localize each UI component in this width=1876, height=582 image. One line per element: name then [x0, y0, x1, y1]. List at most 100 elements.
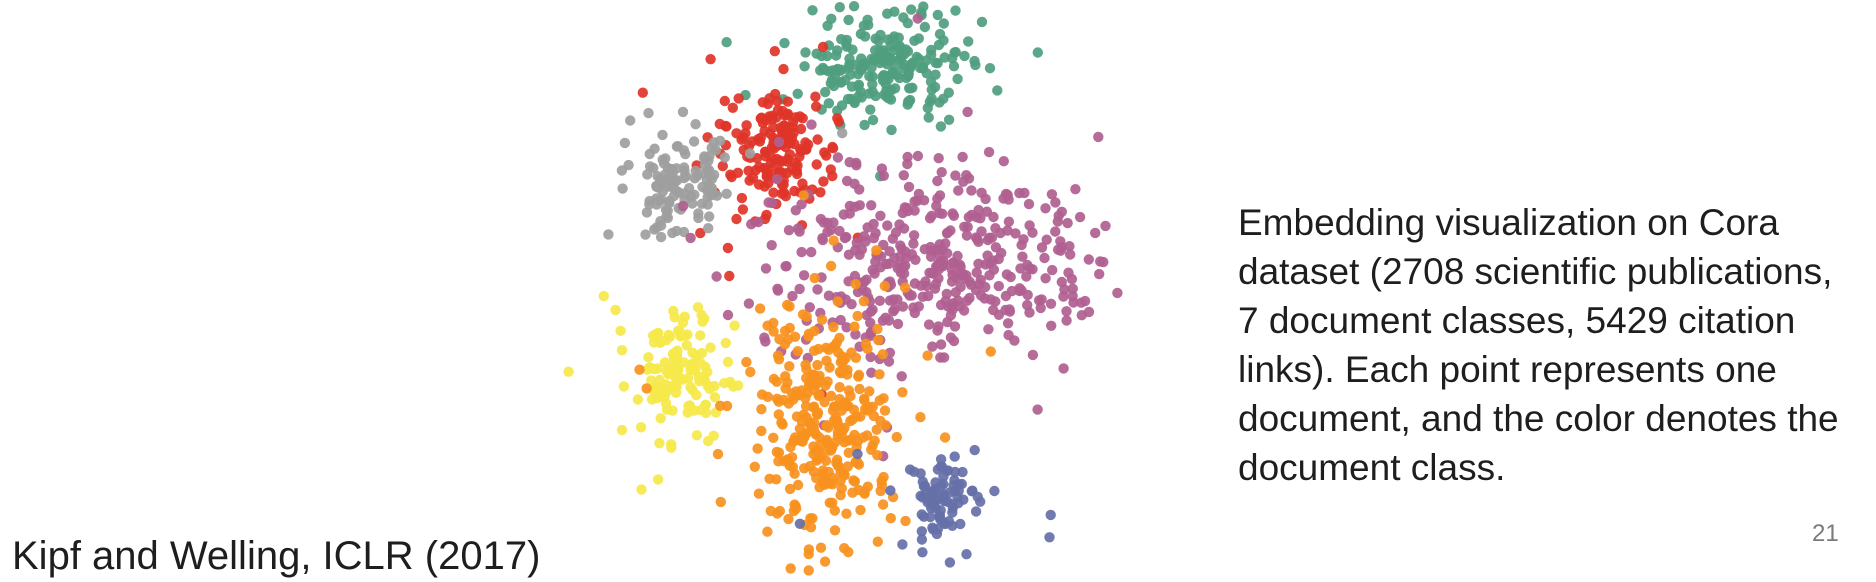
scatter-point	[664, 331, 675, 343]
scatter-point	[849, 476, 861, 487]
scatter-point	[811, 48, 822, 59]
scatter-point	[953, 185, 964, 196]
scatter-point	[898, 170, 909, 181]
scatter-point	[909, 35, 920, 46]
scatter-point	[771, 446, 782, 458]
scatter-point	[850, 329, 861, 340]
scatter-point	[1045, 298, 1057, 309]
scatter-point	[939, 432, 951, 443]
scatter-point	[737, 204, 749, 215]
scatter-point	[970, 59, 981, 71]
scatter-point	[823, 98, 835, 109]
scatter-point	[934, 510, 945, 521]
scatter-point	[839, 232, 851, 244]
scatter-point	[889, 304, 900, 315]
scatter-point	[827, 141, 838, 153]
scatter-point	[854, 184, 865, 195]
scatter-point	[849, 201, 861, 212]
scatter-point	[711, 271, 722, 282]
scatter-point	[1061, 306, 1072, 317]
scatter-point	[848, 1, 860, 12]
scatter-point	[760, 263, 772, 274]
scatter-point	[906, 4, 917, 15]
scatter-point	[703, 223, 714, 234]
scatter-point	[664, 197, 675, 209]
scatter-point	[1050, 197, 1061, 208]
scatter-point	[634, 364, 645, 375]
scatter-point	[874, 295, 885, 306]
scatter-point	[745, 366, 756, 378]
scatter-point	[1061, 315, 1072, 326]
scatter-point	[616, 424, 628, 436]
scatter-point	[1055, 236, 1066, 247]
scatter-point	[790, 503, 802, 514]
scatter-point	[1098, 256, 1109, 268]
scatter-point	[802, 387, 813, 399]
scatter-point	[1036, 294, 1047, 305]
scatter-point	[934, 97, 945, 108]
scatter-point	[889, 252, 900, 264]
scatter-point	[875, 415, 886, 427]
scatter-point	[892, 263, 903, 274]
scatter-point	[782, 334, 794, 345]
scatter-point	[810, 429, 821, 440]
scatter-point	[799, 61, 810, 72]
scatter-point	[773, 409, 784, 420]
scatter-point	[777, 419, 788, 430]
scatter-point	[828, 235, 839, 246]
scatter-point	[1002, 318, 1014, 329]
scatter-point	[677, 317, 689, 328]
scatter-point	[869, 268, 880, 279]
scatter-point	[988, 304, 999, 316]
scatter-point	[712, 448, 724, 460]
scatter-point	[924, 96, 936, 108]
scatter-point	[616, 345, 628, 356]
scatter-point	[938, 18, 949, 29]
scatter-point	[695, 404, 707, 416]
scatter-point	[915, 412, 926, 423]
scatter-point	[753, 488, 765, 499]
scatter-point	[966, 185, 977, 196]
scatter-point	[889, 31, 900, 42]
scatter-point	[982, 234, 994, 246]
scatter-point	[918, 195, 930, 206]
scatter-point	[883, 92, 894, 104]
scatter-point	[976, 16, 988, 28]
scatter-point	[942, 301, 954, 312]
scatter-point	[875, 210, 886, 221]
scatter-point	[948, 335, 960, 347]
scatter-point	[651, 193, 662, 204]
scatter-point	[908, 230, 920, 241]
scatter-point	[810, 101, 822, 112]
scatter-point	[689, 173, 700, 184]
scatter-point	[667, 405, 678, 416]
scatter-point	[654, 438, 665, 449]
scatter-point	[947, 208, 958, 219]
scatter-point	[861, 274, 872, 285]
scatter-point	[655, 413, 666, 424]
scatter-point	[722, 356, 734, 368]
scatter-point	[929, 484, 940, 495]
scatter-point	[787, 290, 798, 302]
scatter-point	[879, 74, 890, 85]
scatter-point	[961, 230, 973, 241]
scatter-point	[933, 153, 944, 164]
scatter-point	[1024, 220, 1035, 231]
scatter-point	[632, 394, 644, 405]
scatter-point	[820, 380, 831, 391]
scatter-point	[953, 485, 964, 497]
scatter-point	[809, 272, 820, 284]
scatter-point	[889, 6, 900, 17]
scatter-point	[942, 316, 953, 328]
scatter-point	[847, 487, 858, 498]
scatter-point	[950, 5, 961, 16]
scatter-point	[950, 170, 961, 181]
caption-text: Embedding visualization on Cora dataset …	[1238, 202, 1839, 488]
scatter-point	[902, 46, 914, 57]
scatter-point	[678, 357, 689, 368]
scatter-point	[963, 36, 974, 47]
scatter-point	[812, 409, 823, 420]
scatter-point	[691, 430, 703, 441]
scatter-point	[849, 270, 861, 282]
scatter-point	[939, 495, 950, 507]
